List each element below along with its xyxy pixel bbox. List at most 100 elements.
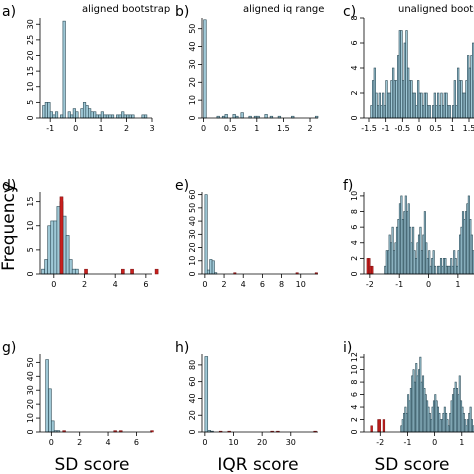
outlier-bar (382, 419, 386, 433)
histogram-bar (85, 105, 89, 119)
histogram-bar (71, 268, 76, 275)
x-tick-label: 0 (416, 124, 421, 133)
histogram-bar (41, 268, 45, 275)
y-tick-label: 5 (26, 247, 35, 252)
y-tick-label: 40 (188, 216, 197, 226)
x-tick-label: 1.5 (277, 124, 290, 133)
y-tick-label: 25 (26, 35, 35, 45)
histogram-bar (53, 220, 58, 275)
histogram-bar (56, 206, 61, 275)
y-tick-label: 6 (350, 40, 359, 45)
y-tick-label: 30 (188, 59, 197, 69)
histogram-bar (209, 259, 213, 275)
x-tick-label: 2 (82, 280, 87, 289)
y-tick-label: 8 (350, 380, 359, 385)
histogram-bar (98, 114, 102, 119)
y-tick-label: 10 (188, 95, 197, 105)
histogram-bar (434, 265, 437, 275)
y-tick-label: 0 (26, 271, 35, 276)
histogram-bar (204, 356, 209, 433)
histogram-bar (141, 114, 145, 119)
histogram-bar (95, 114, 99, 119)
y-tick-label: 0 (350, 115, 359, 120)
x-tick-label: 4 (113, 280, 118, 289)
histogram-bar (44, 102, 48, 119)
x-tick-label: 0.5 (429, 124, 442, 133)
y-tick-label: 8 (350, 15, 359, 20)
x-tick-label: 6 (143, 280, 148, 289)
y-tick-label: 10 (350, 191, 359, 201)
y-tick-label: 80 (188, 360, 197, 370)
histogram-bar (144, 114, 148, 119)
outlier-bar (130, 268, 134, 275)
panel-c: -1.5 -1 -0.5 0 0.5 1 1.5 0 2 4 6 8c) unaligned boots… (343, 4, 474, 133)
histogram-bar (128, 114, 132, 119)
y-tick-label: 10 (26, 82, 35, 92)
histogram-bar (131, 114, 135, 119)
histogram-bar (80, 108, 84, 119)
y-tick-label: 0 (26, 115, 35, 120)
panel-g: 0 2 4 6 0 10 20 30 40 50 g) (2, 340, 154, 447)
y-tick-label: 12 (350, 352, 359, 362)
x-tick-label: 4 (106, 438, 111, 447)
histogram-bar (203, 19, 207, 119)
histogram-bar (232, 114, 236, 119)
y-tick-label: 4 (350, 240, 359, 245)
panel-title: aligned iq range (243, 4, 324, 15)
figure-xlabel-middle: IQR score (217, 455, 298, 474)
y-tick-label: 20 (188, 77, 197, 87)
x-tick-label: 2 (124, 124, 129, 133)
y-tick-label: 5 (26, 100, 35, 105)
y-tick-label: 15 (26, 197, 35, 207)
histogram-bar (204, 194, 208, 275)
histogram-bar (45, 359, 49, 433)
x-tick-label: 0 (426, 280, 431, 289)
outlier-bar (371, 265, 374, 275)
figure-ylabel: Frequency (0, 183, 19, 271)
x-tick-label: 10 (228, 438, 238, 447)
histogram-bar (100, 111, 104, 119)
y-tick-label: 40 (26, 371, 35, 381)
histogram-bar (240, 112, 244, 119)
x-tick-label: 0 (73, 124, 78, 133)
y-tick-label: 0 (188, 271, 197, 276)
y-tick-label: 0 (188, 115, 197, 120)
histogram-bar (51, 420, 55, 433)
histogram-bar (123, 114, 127, 119)
x-tick-label: 0 (432, 438, 437, 447)
y-tick-label: 40 (188, 393, 197, 403)
panel-label: d) (2, 178, 16, 194)
histogram-bar (126, 114, 130, 119)
y-tick-label: 0 (188, 429, 197, 434)
x-tick-label: 0 (202, 280, 207, 289)
y-tick-label: 60 (188, 377, 197, 387)
histogram-bar (428, 105, 431, 119)
x-tick-label: 0 (202, 438, 207, 447)
histogram-bar (90, 111, 94, 119)
y-tick-label: 20 (26, 50, 35, 60)
x-tick-label: 1 (254, 124, 259, 133)
y-tick-label: 30 (26, 385, 35, 395)
y-tick-label: 2 (350, 90, 359, 95)
histogram-bar (68, 259, 73, 275)
y-tick-label: 50 (188, 203, 197, 213)
y-tick-label: 4 (350, 65, 359, 70)
outlier-bar (370, 425, 373, 433)
panel-label: e) (175, 178, 189, 194)
x-tick-label: -0.5 (395, 124, 411, 133)
outlier-bar (121, 268, 125, 275)
panel-d: 0 2 4 6 0 5 10 15 d) (2, 178, 159, 289)
x-tick-label: 1 (459, 438, 464, 447)
y-tick-label: 60 (188, 190, 197, 200)
panel-label: g) (2, 340, 16, 356)
histogram-bar (42, 105, 46, 119)
y-tick-label: 2 (350, 417, 359, 422)
histogram-bar (224, 114, 228, 119)
outlier-bar (59, 196, 64, 275)
histogram-bar (74, 268, 79, 275)
x-tick-label: 1.5 (463, 124, 474, 133)
y-tick-label: 20 (26, 399, 35, 409)
